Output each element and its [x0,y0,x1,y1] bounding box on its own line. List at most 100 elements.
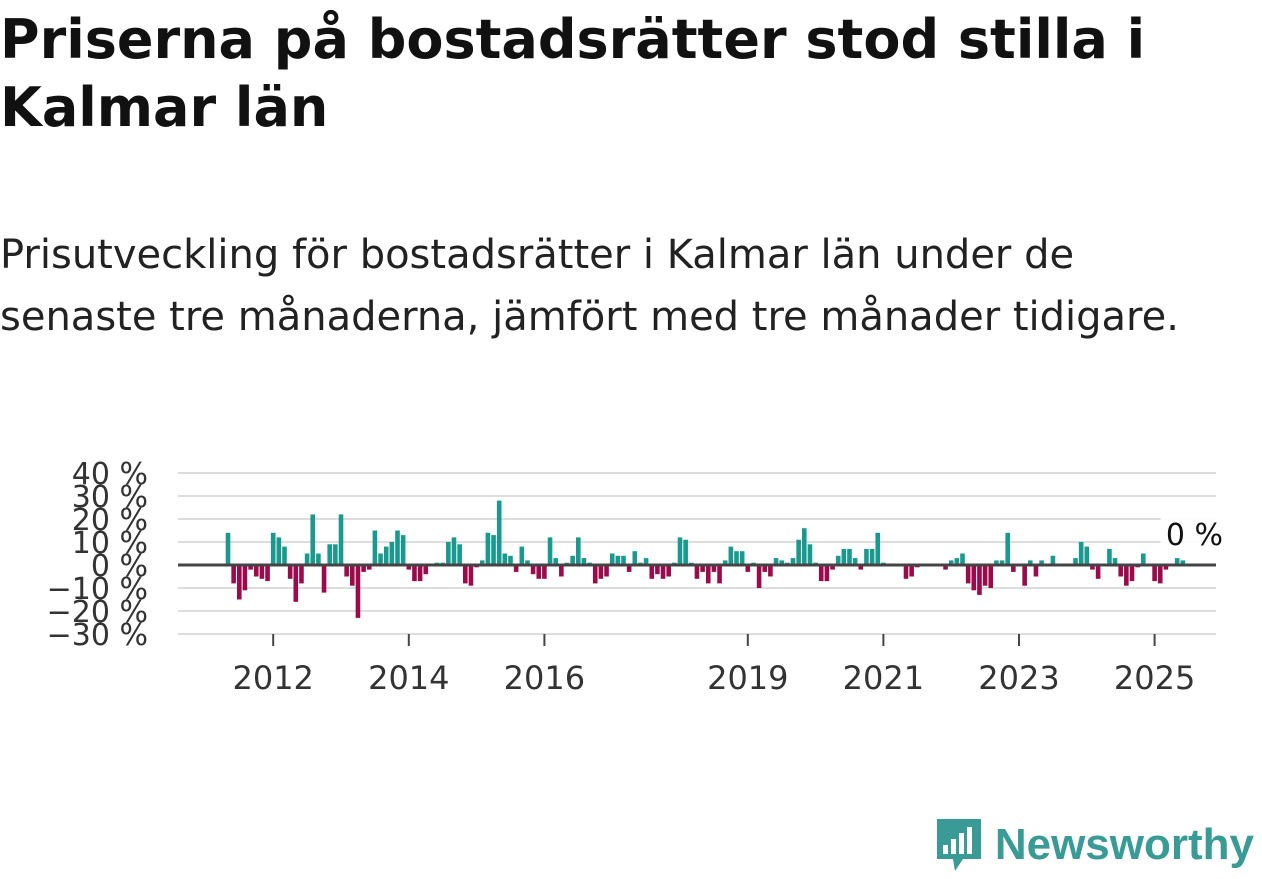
bar [971,565,977,591]
bar [977,565,982,595]
bar [350,565,355,586]
bar [479,560,485,565]
x-tick-label: 2023 [978,659,1059,697]
bar [847,548,852,565]
bar [999,560,1005,565]
bar [525,560,530,565]
brand-name: Newsworthy [994,820,1254,869]
bar [841,548,847,565]
bar [333,544,338,565]
newsworthy-logo-icon [936,819,981,871]
bar [344,565,349,577]
bar [276,537,282,565]
bar [796,539,801,565]
bar [1107,548,1112,565]
bar [1084,546,1090,565]
x-tick-label: 2019 [707,659,788,697]
y-tick-label: 30 % [72,480,148,515]
bar [655,565,660,575]
bar [1005,532,1010,565]
bar [248,565,253,570]
bar [626,565,632,572]
bar [287,565,293,579]
bar [1112,558,1118,565]
chart-subtitle: Prisutveckling för bostadsrätter i Kalma… [0,232,1179,340]
bar [852,558,858,565]
bar [1152,565,1157,582]
bar [700,565,705,572]
bar [576,537,581,565]
bar [338,514,344,565]
bar [734,551,739,565]
newsworthy-logo[interactable]: Newsworthy [933,815,1254,875]
bar [1028,560,1033,565]
y-tick-label: 40 % [72,457,148,492]
bar [960,553,965,565]
bar [417,565,423,582]
bar [366,565,372,570]
bar [570,555,575,565]
bar [756,565,762,588]
bar [412,565,417,582]
bar [293,565,299,602]
y-tick-label: 10 % [72,526,148,561]
bar [237,565,242,600]
bar [1141,553,1146,565]
bar [621,555,626,565]
bar [446,542,451,565]
bar [666,565,671,577]
bar [547,537,553,565]
bar [1174,558,1180,565]
bar [231,565,236,584]
y-tick-label: −30 % [47,618,148,653]
bar [310,514,316,565]
bar [259,565,265,579]
y-tick-label: −10 % [47,572,148,607]
bar [265,565,270,582]
bar [553,558,558,565]
bar [694,565,700,579]
bar [954,558,960,565]
bar [508,555,513,565]
bar [994,560,999,565]
bar [858,565,864,570]
bar [965,565,971,584]
bar [282,546,287,565]
x-tick-label: 2021 [843,659,924,697]
bar [988,565,994,588]
bar [1129,565,1135,582]
bar [824,565,830,582]
bar [807,544,813,565]
bar [1163,565,1169,570]
bar [1090,565,1095,570]
bar [717,565,722,584]
bar [530,565,536,575]
bar [835,555,841,565]
bar [677,537,683,565]
chart-title: Priserna på bostadsrätter stod stilla i … [0,8,1146,139]
bar [1073,558,1078,565]
bar [383,546,389,565]
bar [423,565,429,575]
bar [270,532,276,565]
bar [559,565,564,577]
bar [361,565,366,572]
bar [649,565,655,579]
bar [485,532,491,565]
bar [745,565,751,572]
bar [225,532,231,565]
bar [513,565,519,572]
bar [643,558,649,565]
bar [909,565,914,577]
bar [581,558,587,565]
axes [178,563,1216,646]
bar [948,560,954,565]
bar [457,544,462,565]
bar [728,546,734,565]
bar [768,565,773,577]
bar [711,565,717,572]
bar [779,560,784,565]
bar [604,565,609,577]
bar [875,532,881,565]
bar [400,535,406,565]
